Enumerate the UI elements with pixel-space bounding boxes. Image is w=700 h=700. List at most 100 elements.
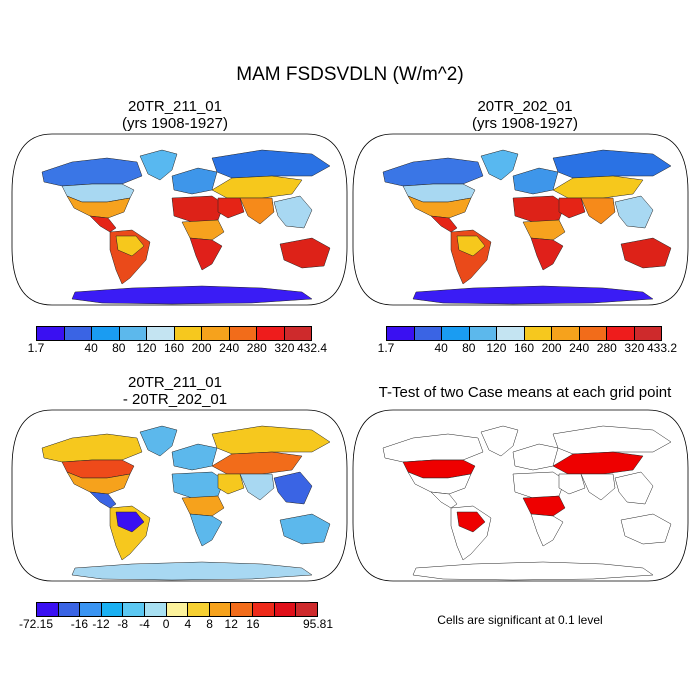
colorbar-swatch xyxy=(387,327,415,340)
region-amazon xyxy=(456,511,486,533)
panel-title-line1: 20TR_211_01 xyxy=(128,374,222,391)
colorbar-tick-label: 120 xyxy=(486,341,507,355)
region-central-america xyxy=(89,491,117,509)
colorbar-tick-label: 12 xyxy=(224,617,238,631)
colorbar-tick-label: 4 xyxy=(184,617,192,631)
colorbar-tick-label: 80 xyxy=(112,341,126,355)
region-southeast-asia xyxy=(614,195,654,229)
colorbar-swatch xyxy=(202,327,230,340)
colorbar-tick-label: 40 xyxy=(84,341,98,355)
panel-title-case1: 20TR_211_01 (yrs 1908-1927) xyxy=(10,98,340,132)
region-amazon xyxy=(115,511,145,533)
colorbar-swatch xyxy=(524,327,552,340)
colorbar-swatches xyxy=(36,602,318,617)
region-southeast-asia xyxy=(614,471,654,505)
region-north-america-low xyxy=(407,471,472,495)
colorbar-tick-label: 80 xyxy=(462,341,476,355)
region-siberia xyxy=(211,149,331,179)
panel-title-case2: 20TR_202_01 (yrs 1908-1927) xyxy=(360,98,690,132)
colorbar-swatch xyxy=(284,327,311,340)
colorbar-labels: 1.7 40 80 120 160 200 240 280 320 433.2 xyxy=(378,341,677,355)
colorbar-tick-label: 433.2 xyxy=(646,341,678,355)
region-north-america-low xyxy=(407,195,472,219)
colorbar-swatches xyxy=(386,326,662,341)
region-greenland xyxy=(480,149,519,181)
panel-title-line2: (yrs 1908-1927) xyxy=(472,115,578,132)
colorbar-tick-label: -12 xyxy=(92,617,110,631)
colorbar-swatch xyxy=(80,603,102,616)
colorbar-swatch xyxy=(166,603,189,616)
colorbar-tick-label: 40 xyxy=(434,341,448,355)
region-siberia xyxy=(211,425,331,455)
region-siberia xyxy=(552,149,672,179)
colorbar-swatch xyxy=(123,603,146,616)
colorbar-tick-label: -16 xyxy=(70,617,89,631)
colorbar-swatch xyxy=(209,603,232,616)
colorbar-swatch xyxy=(634,327,661,340)
colorbar-swatches xyxy=(36,326,312,341)
colorbar-swatch xyxy=(101,603,124,616)
map-case2 xyxy=(352,133,689,306)
region-amazon xyxy=(115,235,145,257)
colorbar-tick-label: 95.81 xyxy=(302,617,334,631)
colorbar-swatch xyxy=(257,327,285,340)
region-middle-east xyxy=(558,473,586,495)
region-north-america-low xyxy=(66,471,131,495)
region-southern-africa xyxy=(530,513,564,547)
map-diff xyxy=(11,409,348,582)
region-middle-east xyxy=(217,473,245,495)
region-north-america-high xyxy=(41,433,143,463)
colorbar-swatch xyxy=(229,327,257,340)
region-sahara xyxy=(171,471,225,499)
colorbar-tick-label: 160 xyxy=(513,341,535,355)
region-central-america xyxy=(89,215,117,233)
region-central-america xyxy=(430,215,458,233)
colorbar-swatch xyxy=(552,327,580,340)
region-australia xyxy=(620,237,672,269)
colorbar-swatch xyxy=(174,327,202,340)
region-siberia xyxy=(552,425,672,455)
colorbar-tick-label: 16 xyxy=(246,617,260,631)
map-ttest xyxy=(352,409,689,582)
colorbar-swatch xyxy=(37,603,59,616)
colorbar-swatch xyxy=(188,603,210,616)
colorbar-labels: 1.7 40 80 120 160 200 240 280 320 432.4 xyxy=(28,341,327,355)
colorbar-swatch xyxy=(231,603,254,616)
figure-title: MAM FSDSVDLN (W/m^2) xyxy=(236,64,464,85)
colorbar-tick-label: 160 xyxy=(163,341,185,355)
region-australia xyxy=(279,237,331,269)
colorbar-swatch xyxy=(607,327,635,340)
region-southern-africa xyxy=(530,237,564,271)
colorbar-tick-label: 320 xyxy=(274,341,295,355)
region-sahara xyxy=(512,471,566,499)
region-south-asia xyxy=(580,473,616,501)
region-central-africa xyxy=(522,495,566,517)
colorbar-swatch xyxy=(145,603,167,616)
region-amazon xyxy=(456,235,486,257)
colorbar-labels: -72.15 -16 -12 -8 -4 0 4 8 12 16 95.81 xyxy=(19,617,333,631)
region-australia xyxy=(620,513,672,545)
region-southern-africa xyxy=(189,237,223,271)
colorbar-diff: -72.15 -16 -12 -8 -4 0 4 8 12 16 95.81 xyxy=(19,602,333,631)
region-middle-east xyxy=(558,197,586,219)
region-central-africa xyxy=(522,219,566,241)
colorbar-tick-label: 320 xyxy=(624,341,645,355)
region-north-america-high xyxy=(382,157,484,187)
panel-title-line2: - 20TR_202_01 xyxy=(122,391,228,408)
region-central-america xyxy=(430,491,458,509)
panel-title-diff: 20TR_211_01 - 20TR_202_01 xyxy=(10,374,340,408)
colorbar-case2: 1.7 40 80 120 160 200 240 280 320 433.2 xyxy=(378,326,677,355)
region-south-asia xyxy=(580,197,616,225)
region-north-america-high xyxy=(382,433,484,463)
map-case1 xyxy=(11,133,348,306)
colorbar-tick-label: 8 xyxy=(206,617,213,631)
region-south-asia xyxy=(239,473,275,501)
region-southeast-asia xyxy=(273,195,313,229)
region-north-america-low xyxy=(66,195,131,219)
colorbar-swatch xyxy=(497,327,525,340)
colorbar-swatch xyxy=(37,327,65,340)
region-greenland xyxy=(139,149,178,181)
colorbar-case1: 1.7 40 80 120 160 200 240 280 320 432.4 xyxy=(28,326,327,355)
colorbar-tick-label: 280 xyxy=(596,341,617,355)
region-southeast-asia xyxy=(273,471,313,505)
